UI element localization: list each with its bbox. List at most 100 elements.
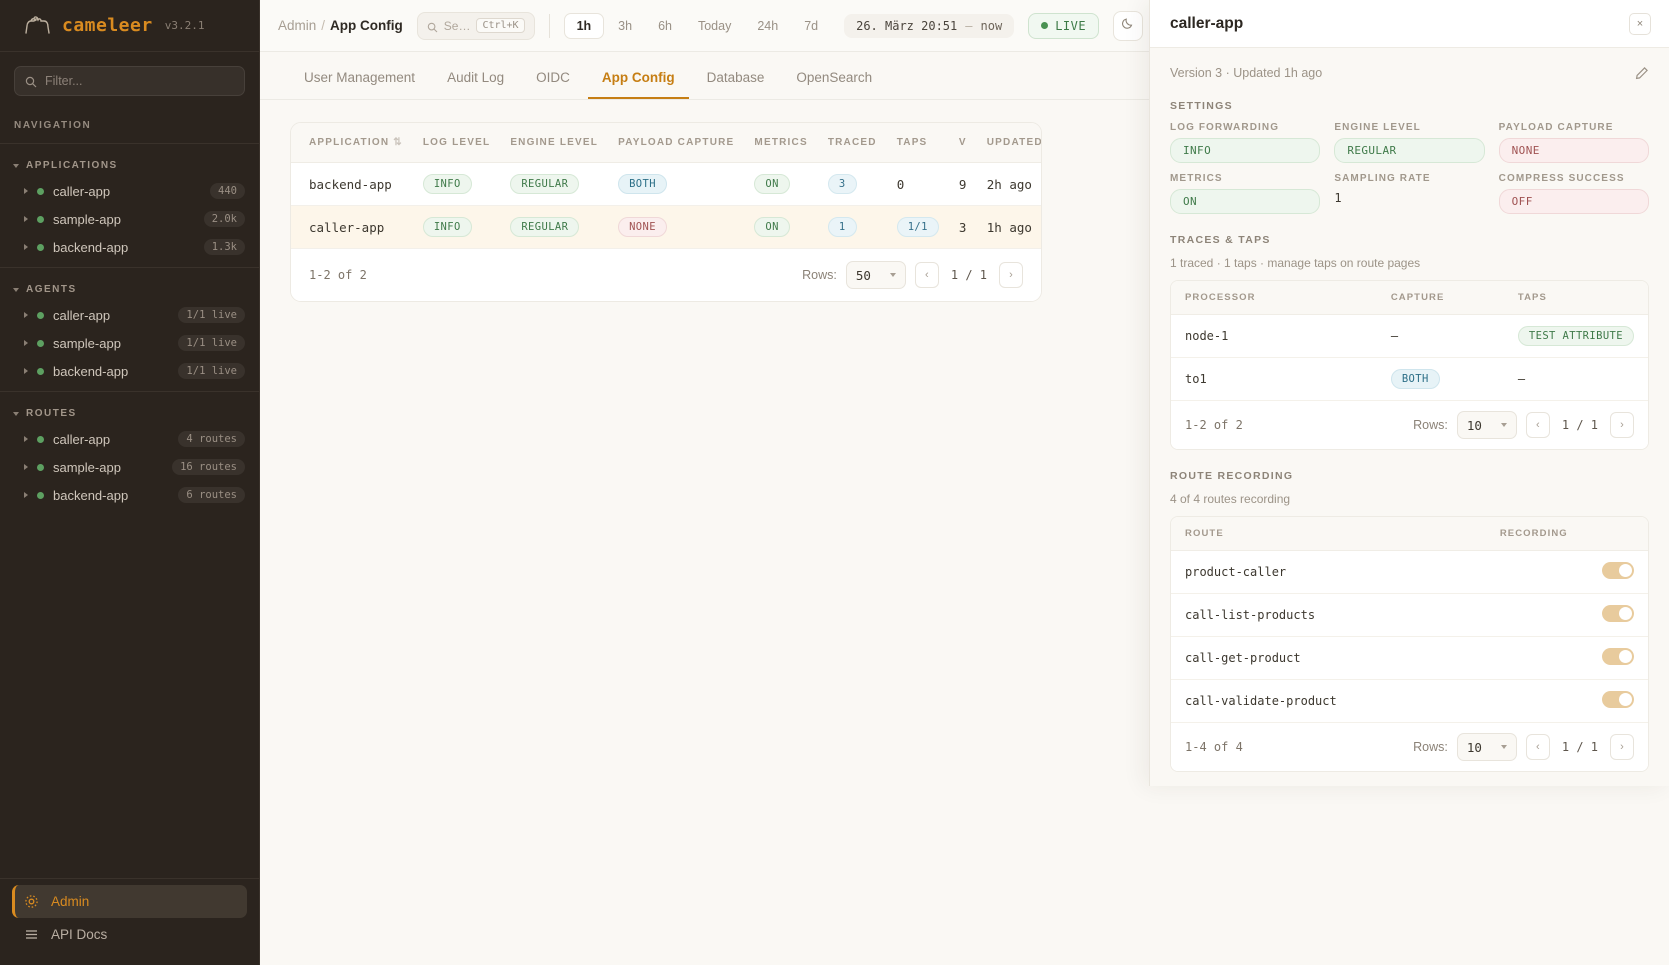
table-row[interactable]: call-list-products	[1171, 593, 1648, 637]
setting-engine-level: ENGINE LEVEL REGULAR	[1334, 122, 1485, 163]
group-routes[interactable]: ROUTES	[0, 398, 259, 425]
tap-chip: TEST ATTRIBUTE	[1517, 326, 1634, 346]
table-row[interactable]: caller-app INFO REGULAR NONE ON 1 1/1 3 …	[291, 205, 1041, 249]
theme-toggle-button[interactable]	[1113, 10, 1144, 41]
breadcrumb-root[interactable]: Admin	[278, 18, 317, 33]
toggle-knob	[1619, 693, 1632, 706]
setting-value[interactable]: OFF	[1498, 189, 1649, 214]
table-row[interactable]: backend-app INFO REGULAR BOTH ON 3 0 9 2…	[291, 162, 1041, 206]
next-page-button[interactable]: ›	[1610, 412, 1634, 438]
cell-taps: —	[1503, 357, 1648, 401]
prev-page-button[interactable]: ‹	[1525, 734, 1550, 760]
sidebar-item-app-sample[interactable]: sample-app 2.0k	[0, 205, 259, 233]
col-traced[interactable]: TRACED	[817, 123, 887, 163]
tab-audit-log[interactable]: Audit Log	[447, 70, 505, 85]
setting-value[interactable]: REGULAR	[1334, 138, 1485, 163]
sidebar-item-route-sample[interactable]: sample-app 16 routes	[0, 453, 259, 481]
group-agents[interactable]: AGENTS	[0, 274, 259, 301]
col-v[interactable]: V	[948, 123, 977, 163]
range-today[interactable]: Today	[697, 18, 732, 33]
recording-toggle[interactable]	[1602, 691, 1634, 708]
setting-log-forwarding: LOG FORWARDING INFO	[1170, 122, 1321, 163]
divider	[548, 13, 550, 38]
breadcrumb: Admin / App Config	[278, 18, 403, 33]
recording-toggle[interactable]	[1602, 648, 1634, 665]
group-applications[interactable]: APPLICATIONS	[0, 150, 259, 177]
col-metrics[interactable]: METRICS	[744, 123, 818, 163]
setting-value[interactable]: NONE	[1498, 138, 1649, 163]
sidebar-item-route-backend[interactable]: backend-app 6 routes	[0, 481, 259, 509]
log-level-chip: INFO	[422, 174, 472, 194]
sidebar-item-agent-sample[interactable]: sample-app 1/1 live	[0, 329, 259, 357]
table-row[interactable]: node-1 — TEST ATTRIBUTE	[1171, 314, 1648, 358]
camel-icon	[22, 14, 52, 38]
tab-app-config[interactable]: App Config	[587, 70, 689, 99]
table-row[interactable]: product-caller	[1171, 550, 1648, 594]
col-application[interactable]: APPLICATION ⇅	[291, 123, 413, 163]
recording-toggle[interactable]	[1602, 605, 1634, 622]
setting-value[interactable]: INFO	[1170, 138, 1321, 163]
traces-table: PROCESSOR CAPTURE TAPS node-1 — TEST ATT…	[1171, 281, 1648, 401]
app-config-table: APPLICATION ⇅ LOG LEVEL ENGINE LEVEL PAY…	[291, 123, 1041, 249]
live-button[interactable]: LIVE	[1028, 12, 1100, 39]
col-taps[interactable]: TAPS	[886, 123, 949, 163]
chevron-down-icon	[889, 273, 896, 277]
brand[interactable]: cameleer v3.2.1	[0, 0, 259, 52]
rows-per-page-select[interactable]: 10	[1456, 733, 1517, 761]
range-3h[interactable]: 3h	[618, 18, 633, 33]
sidebar-item-badge: 1.3k	[203, 239, 245, 255]
cell-payload-capture: NONE	[608, 205, 745, 249]
sidebar-item-app-caller[interactable]: caller-app 440	[0, 177, 259, 205]
cell-traced: 3	[817, 162, 887, 206]
sidebar-item-app-backend[interactable]: backend-app 1.3k	[0, 233, 259, 261]
range-1h[interactable]: 1h	[563, 12, 605, 39]
toggle-knob	[1619, 650, 1632, 663]
prev-page-button[interactable]: ‹	[914, 262, 939, 288]
table-row[interactable]: call-validate-product	[1171, 679, 1648, 723]
sidebar-item-agent-backend[interactable]: backend-app 1/1 live	[0, 357, 259, 385]
next-page-button[interactable]: ›	[1610, 734, 1634, 760]
close-icon[interactable]: ×	[1629, 12, 1651, 35]
tab-database[interactable]: Database	[706, 70, 765, 85]
sidebar-item-agent-caller[interactable]: caller-app 1/1 live	[0, 301, 259, 329]
pager-controls: Rows: 10 ‹ 1 / 1 ›	[1413, 411, 1634, 439]
tab-opensearch[interactable]: OpenSearch	[796, 70, 873, 85]
setting-label: PAYLOAD CAPTURE	[1498, 122, 1614, 133]
chevron-right-icon	[24, 464, 28, 470]
range-6h[interactable]: 6h	[658, 18, 672, 33]
col-engine-level[interactable]: ENGINE LEVEL	[500, 123, 609, 163]
sidebar-item-label: Admin	[51, 894, 90, 909]
range-7d[interactable]: 7d	[804, 18, 819, 33]
col-processor: PROCESSOR	[1171, 281, 1377, 315]
tab-user-management[interactable]: User Management	[304, 70, 416, 85]
setting-value[interactable]: ON	[1170, 189, 1321, 214]
table-row[interactable]: to1 BOTH —	[1171, 357, 1648, 401]
range-24h[interactable]: 24h	[757, 18, 779, 33]
global-search[interactable]: Se… Ctrl+K	[416, 11, 535, 40]
col-log-level[interactable]: LOG LEVEL	[412, 123, 501, 163]
settings-grid: LOG FORWARDING INFO ENGINE LEVEL REGULAR…	[1170, 122, 1649, 214]
rows-per-page-select[interactable]: 10	[1456, 411, 1517, 439]
recording-toggle[interactable]	[1602, 562, 1634, 579]
tab-oidc[interactable]: OIDC	[536, 70, 570, 85]
time-range-display[interactable]: 26. März 20:51 — now	[844, 13, 1015, 38]
setting-label: SAMPLING RATE	[1334, 173, 1431, 184]
table-row[interactable]: call-get-product	[1171, 636, 1648, 680]
table-header-row: PROCESSOR CAPTURE TAPS	[1171, 281, 1648, 315]
sidebar-item-api-docs[interactable]: API Docs	[12, 918, 247, 951]
sidebar-item-admin[interactable]: Admin	[12, 885, 247, 918]
filter-box[interactable]	[14, 66, 245, 96]
group-label: AGENTS	[26, 284, 77, 295]
next-page-button[interactable]: ›	[999, 262, 1023, 288]
sidebar-item-route-caller[interactable]: caller-app 4 routes	[0, 425, 259, 453]
setting-label: ENGINE LEVEL	[1334, 122, 1421, 133]
rows-per-page-select[interactable]: 50	[845, 261, 906, 289]
col-payload-capture[interactable]: PAYLOAD CAPTURE	[608, 123, 745, 163]
pencil-icon[interactable]	[1635, 66, 1649, 80]
col-updated[interactable]: UPDATED	[976, 123, 1041, 163]
chevron-down-icon	[1500, 423, 1507, 427]
filter-input[interactable]	[45, 74, 234, 88]
cell-route: call-validate-product	[1171, 679, 1486, 723]
prev-page-button[interactable]: ‹	[1525, 412, 1550, 438]
